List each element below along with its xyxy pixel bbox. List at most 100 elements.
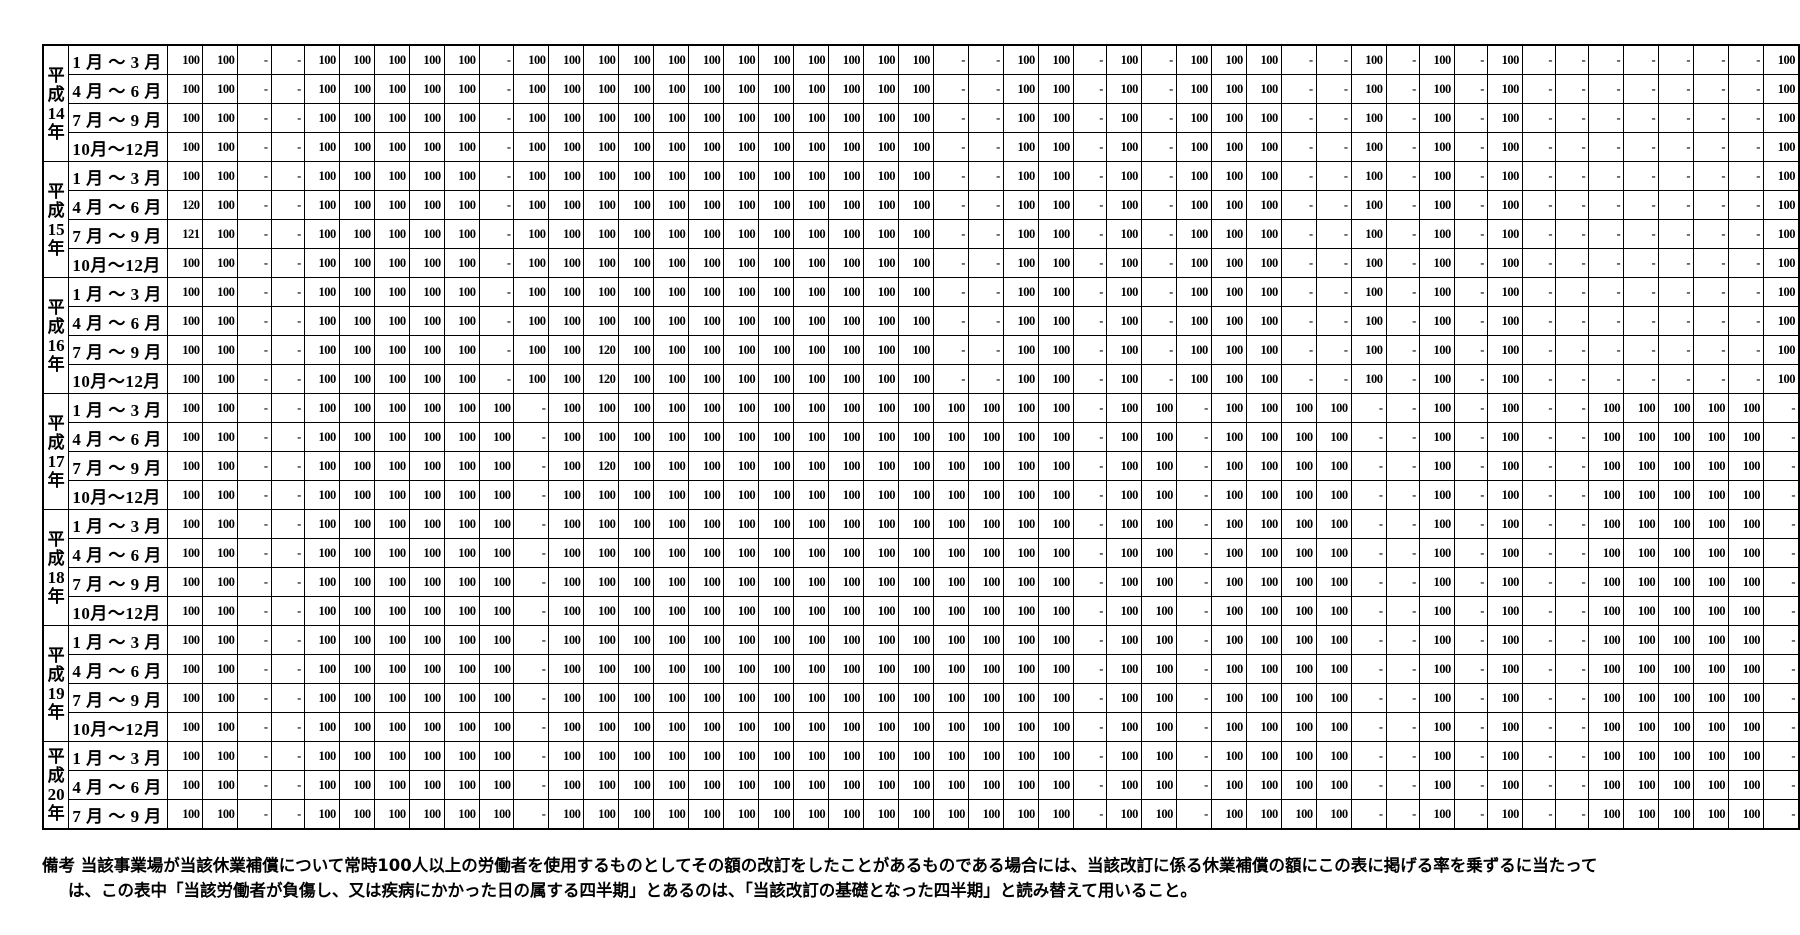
rate-cell: 100 [897,44,934,75]
quarter-label: 10月～12月 [68,132,169,162]
rate-cell: 100 [793,190,830,220]
remarks-line-1: 備考 当該事業場が当該休業補償について常時100人以上の労働者を使用するものとし… [42,856,1598,875]
rate-cell: 100 [443,422,480,452]
rate-cell: - [1280,190,1317,220]
rate-cell: 100 [1693,799,1730,830]
rate-cell: 100 [408,741,445,771]
rate-cell: 100 [1658,683,1695,713]
rate-cell: 100 [1175,364,1212,394]
rate-cell: 100 [583,712,620,742]
rate-cell: 100 [828,538,865,568]
rate-cell: 100 [1658,422,1695,452]
rate-cell: 100 [863,132,899,162]
rate-cell: 100 [1486,683,1523,713]
rate-cell: 100 [478,741,515,771]
rate-cell: 100 [793,567,830,597]
rate-cell: - [1588,306,1625,336]
rate-cell: 100 [1693,393,1730,423]
rate-cell: - [1521,364,1557,394]
rate-cell: - [1588,190,1625,220]
rate-cell: 100 [478,422,515,452]
rate-cell: 100 [863,44,899,75]
rate-cell: - [1072,248,1107,278]
rate-cell: 100 [167,538,204,568]
rate-cell: 100 [653,190,690,220]
rate-cell: 100 [1002,567,1039,597]
rate-cell: 100 [1002,44,1039,75]
rate-cell: 100 [793,596,830,626]
rate-table: 平成14年 1 月 ～ 3 月 100 100- -100 100 100 100 100-10… [42,44,1800,830]
rate-cell: - [1350,625,1387,655]
rate-cell: 100 [1658,538,1695,568]
rate-cell: 100 [1002,74,1039,104]
rate-cell: - [1072,103,1107,133]
rate-cell: 100 [1728,654,1764,684]
rate-cell: 100 [1693,538,1730,568]
rate-cell: 100 [373,103,410,133]
rate-cell: 100 [1588,509,1625,539]
rate-cell: 100 [688,509,725,539]
rate-cell: 100 [1002,103,1039,133]
rate-cell: 100 [303,277,340,307]
rate-cell: 100 [1245,306,1282,336]
rate-cell: 100 [1105,712,1142,742]
rate-cell: - [1521,219,1557,249]
rate-cell: 100 [373,451,410,481]
rate-cell: 100 [1623,799,1660,830]
rate-cell: 100 [618,306,655,336]
rate-cell: 100 [1037,770,1074,800]
remarks-note: 備考 当該事業場が当該休業補償について常時100人以上の労働者を使用するものとし… [42,853,1782,903]
quarter-label: 7 月 ～ 9 月 [68,335,169,365]
rate-cell: 100 [1315,625,1352,655]
rate-cell: 100 [443,538,480,568]
rate-cell: 100 [583,654,620,684]
rate-cell: 100 [653,567,690,597]
rate-cell: - [237,509,272,539]
rate-cell: 100 [1418,712,1455,742]
rate-cell: 100 [1210,770,1247,800]
rate-cell: 100 [1693,712,1730,742]
rate-cell: 100 [338,683,375,713]
rate-cell: - [1385,654,1420,684]
rate-cell: - [1315,132,1352,162]
rate-cell: 100 [1486,248,1523,278]
rate-cell: 100 [443,277,480,307]
rate-cell: 100 [793,683,830,713]
rate-cell: - [478,219,515,249]
rate-cell: 100 [373,44,410,75]
quarter-label: 1 月 ～ 3 月 [68,393,169,423]
rate-cell: 100 [758,306,795,336]
rate-cell: 100 [897,799,934,830]
rate-cell: 100 [513,44,550,75]
rate-cell: 100 [443,132,480,162]
rate-cell: 100 [583,480,620,510]
quarter-label: 4 月 ～ 6 月 [68,538,169,568]
rate-cell: - [1521,248,1557,278]
rate-cell: - [237,277,272,307]
rate-cell: - [1350,509,1387,539]
rate-cell: 100 [1002,364,1039,394]
rate-cell: - [478,44,515,75]
rate-cell: - [1762,683,1800,713]
rate-cell: 100 [1245,538,1282,568]
rate-cell: - [237,625,272,655]
rate-cell: 100 [828,190,865,220]
rate-cell: 100 [932,625,969,655]
rate-cell: 100 [583,103,620,133]
rate-cell: 100 [1486,480,1523,510]
rate-cell: - [1453,451,1488,481]
rate-cell: 100 [932,741,969,771]
quarter-label: 4 月 ～ 6 月 [68,74,169,104]
quarter-label: 10月～12月 [68,596,169,626]
rate-cell: 100 [167,451,204,481]
rate-cell: - [1521,480,1557,510]
rate-cell: - [1280,44,1317,75]
rate-cell: 100 [758,451,795,481]
rate-cell: 100 [408,44,445,75]
rate-cell: 100 [1175,74,1212,104]
rate-cell: 100 [1175,277,1212,307]
rate-cell: 100 [1486,74,1523,104]
rate-cell: - [237,683,272,713]
rate-cell: 100 [1037,219,1074,249]
rate-cell: - [478,306,515,336]
